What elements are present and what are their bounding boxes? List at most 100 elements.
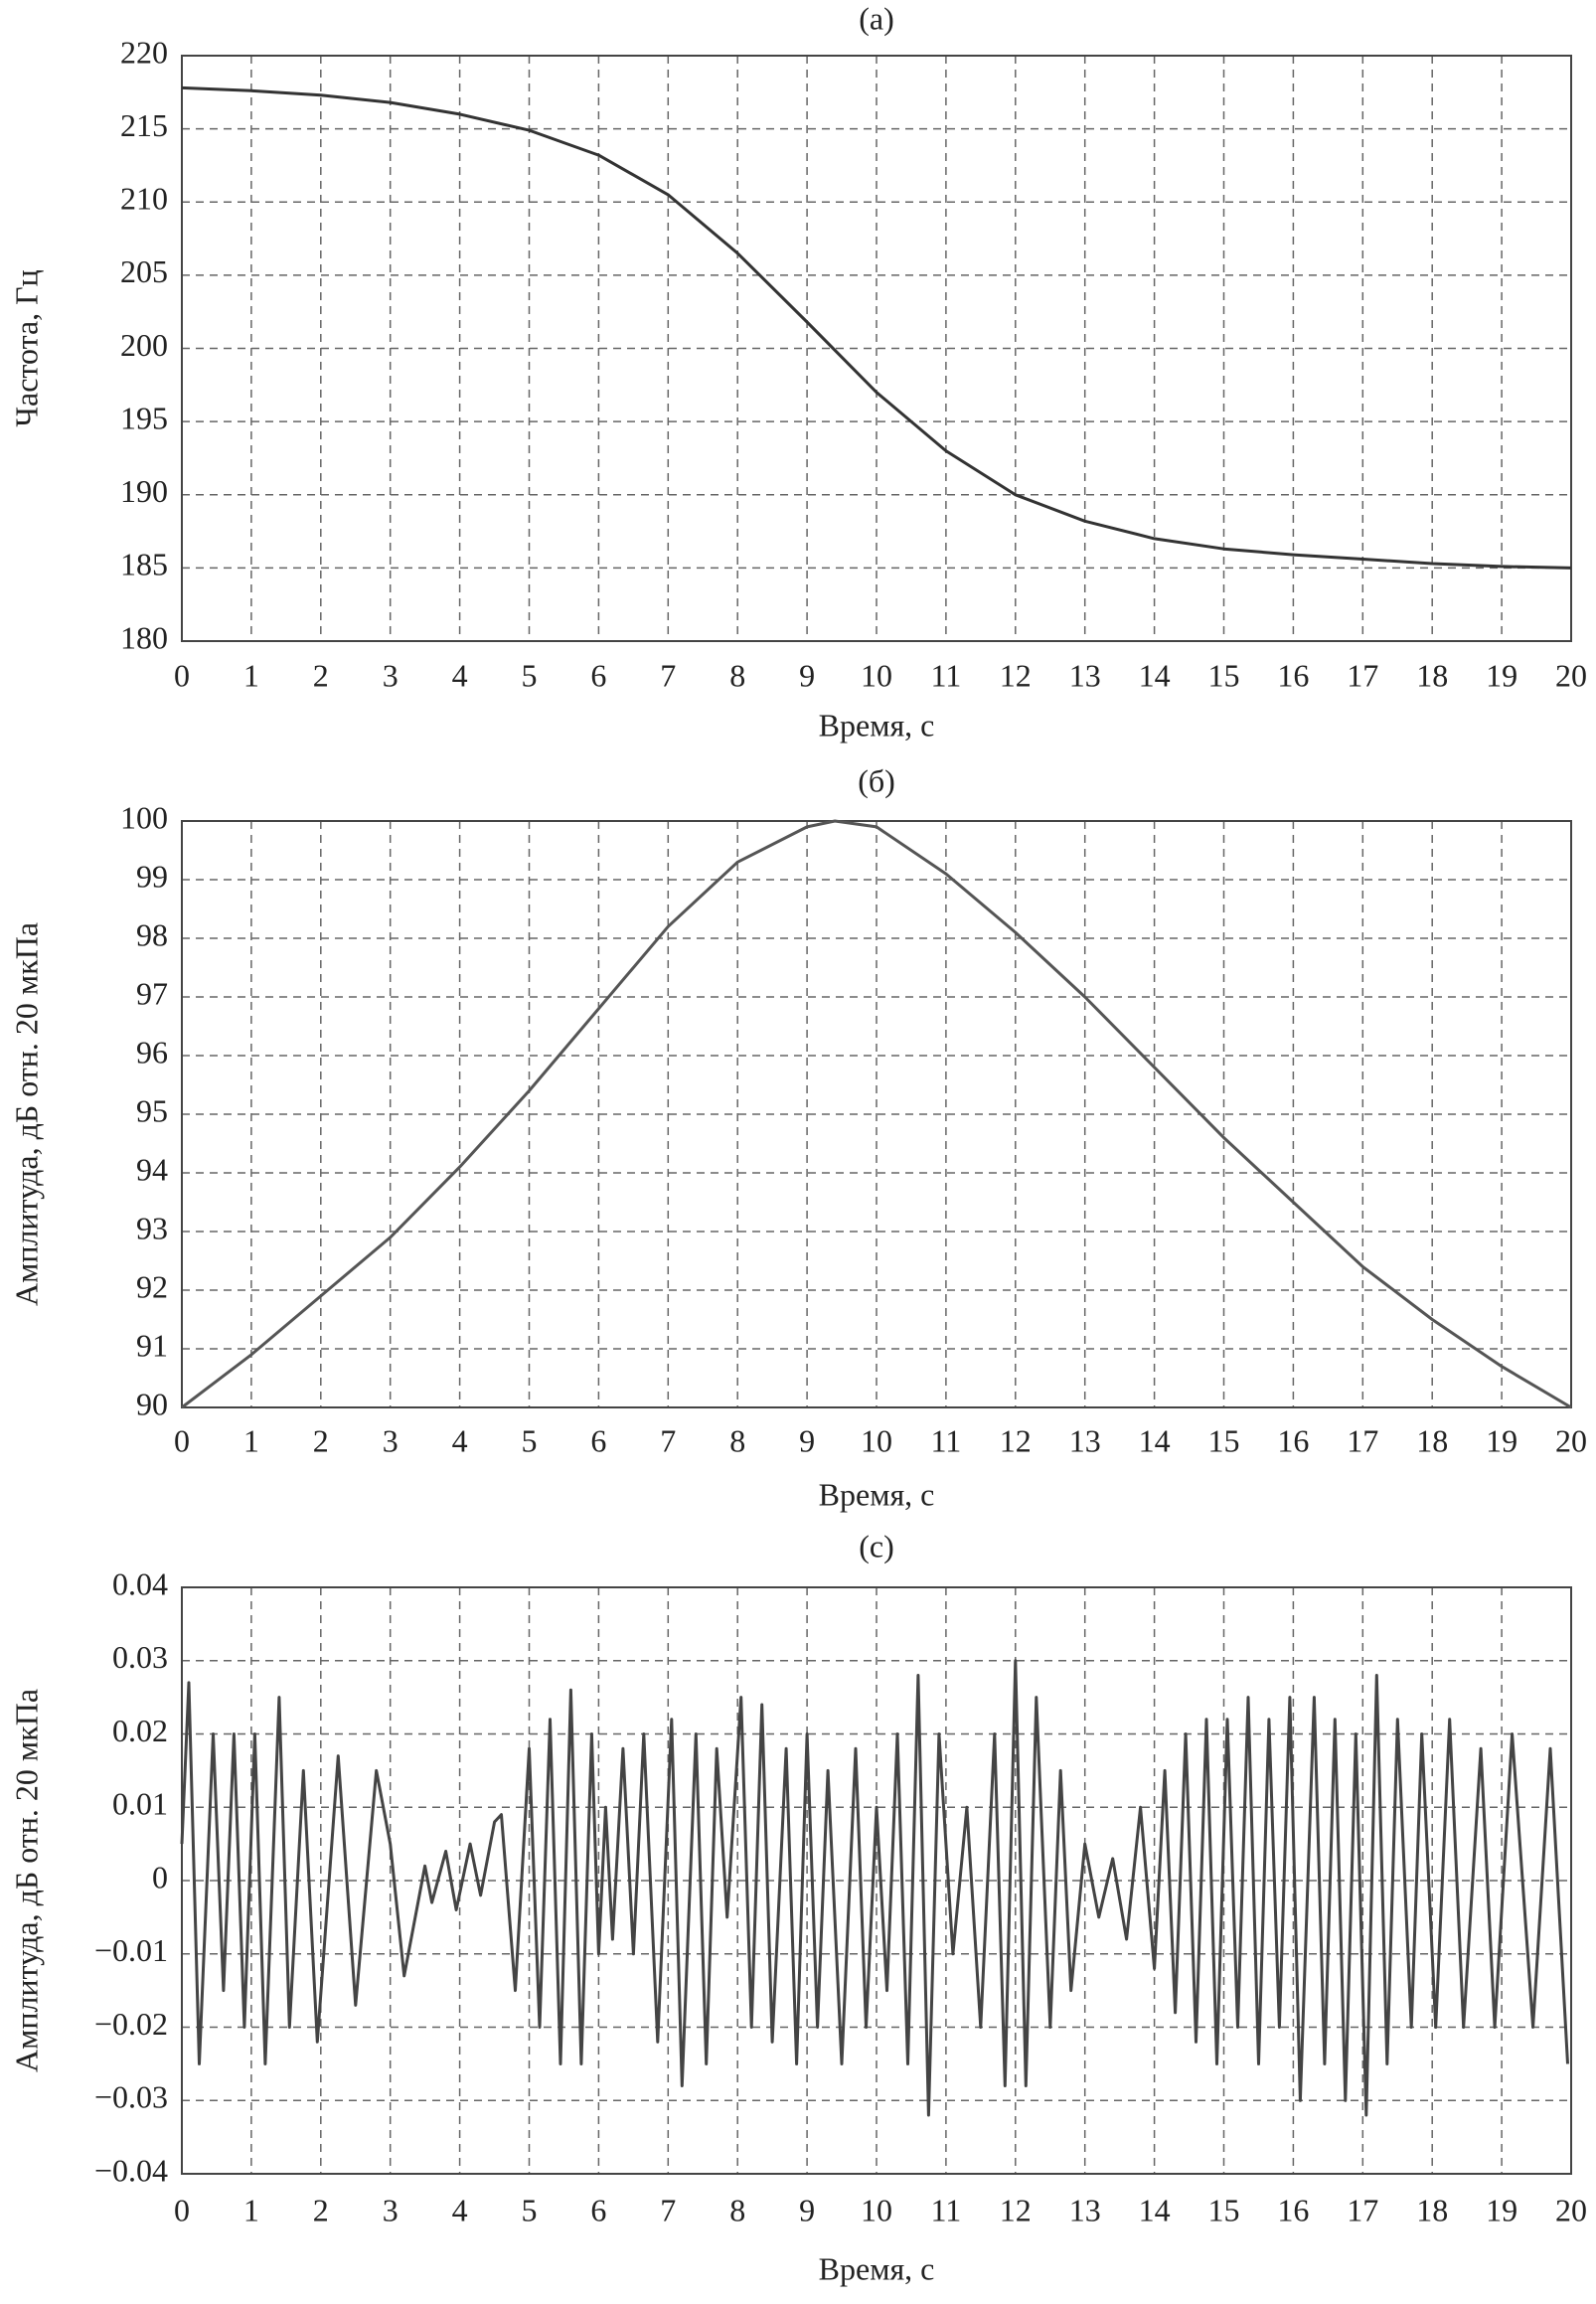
y-tick-label: 97 <box>136 975 168 1011</box>
y-tick-label: 99 <box>136 858 168 894</box>
y-tick-label: −0.02 <box>94 2006 168 2042</box>
y-axis-label: Амплитуда, дБ отн. 20 мкПа <box>8 922 44 1306</box>
y-tick-label: 185 <box>120 547 168 582</box>
x-tick-label: 1 <box>243 1422 259 1458</box>
x-tick-label: 11 <box>930 1422 961 1458</box>
plot-frame <box>181 1586 1572 2175</box>
x-tick-label: 8 <box>729 1422 745 1458</box>
x-tick-label: 5 <box>522 1422 538 1458</box>
x-tick-label: 8 <box>729 2192 745 2227</box>
y-tick-label: 0 <box>152 1859 168 1894</box>
y-tick-label: 0.01 <box>112 1786 168 1822</box>
data-line <box>181 819 1572 1409</box>
x-axis-label: Время, с <box>819 707 935 742</box>
x-tick-label: 12 <box>1000 1422 1032 1458</box>
x-tick-label: 16 <box>1277 657 1309 693</box>
x-tick-label: 19 <box>1486 2192 1517 2227</box>
x-tick-label: 7 <box>660 2192 676 2227</box>
x-tick-label: 17 <box>1347 2192 1378 2227</box>
x-tick-label: 1 <box>243 657 259 693</box>
x-tick-label: 15 <box>1208 2192 1240 2227</box>
x-tick-label: 9 <box>799 2192 815 2227</box>
y-tick-label: 200 <box>120 327 168 363</box>
x-tick-label: 9 <box>799 657 815 693</box>
x-tick-label: 15 <box>1208 657 1240 693</box>
x-tick-label: 10 <box>861 1422 892 1458</box>
y-tick-label: −0.03 <box>94 2079 168 2115</box>
x-tick-label: 10 <box>861 657 892 693</box>
x-tick-label: 16 <box>1277 1422 1309 1458</box>
x-tick-label: 15 <box>1208 1422 1240 1458</box>
x-axis-label: Время, с <box>819 2250 935 2286</box>
x-tick-label: 3 <box>383 657 399 693</box>
x-tick-label: 0 <box>174 1422 190 1458</box>
x-tick-label: 7 <box>660 1422 676 1458</box>
y-tick-label: 210 <box>120 181 168 217</box>
x-tick-label: 17 <box>1347 1422 1378 1458</box>
x-tick-label: 3 <box>383 1422 399 1458</box>
y-tick-label: 91 <box>136 1327 168 1363</box>
x-tick-label: 3 <box>383 2192 399 2227</box>
y-tick-label: 195 <box>120 400 168 435</box>
x-tick-label: 11 <box>930 657 961 693</box>
plot-frame <box>181 55 1572 642</box>
x-tick-label: 20 <box>1555 2192 1587 2227</box>
x-tick-label: 20 <box>1555 1422 1587 1458</box>
x-tick-label: 13 <box>1069 2192 1101 2227</box>
x-tick-label: 11 <box>930 2192 961 2227</box>
x-tick-label: 12 <box>1000 657 1032 693</box>
y-tick-label: 95 <box>136 1092 168 1128</box>
x-tick-label: 1 <box>243 2192 259 2227</box>
x-tick-label: 7 <box>660 657 676 693</box>
x-tick-label: 2 <box>313 1422 329 1458</box>
x-tick-label: 6 <box>590 1422 606 1458</box>
y-tick-label: 190 <box>120 473 168 509</box>
x-tick-label: 9 <box>799 1422 815 1458</box>
plot-frame <box>181 820 1572 1408</box>
x-tick-label: 2 <box>313 2192 329 2227</box>
y-tick-label: 180 <box>120 619 168 655</box>
y-tick-label: 100 <box>120 799 168 835</box>
y-tick-label: 90 <box>136 1386 168 1421</box>
y-tick-label: 0.03 <box>112 1639 168 1675</box>
y-tick-label: 215 <box>120 107 168 143</box>
y-tick-label: 94 <box>136 1151 168 1187</box>
x-tick-label: 4 <box>452 657 468 693</box>
x-tick-label: 14 <box>1139 657 1171 693</box>
x-tick-label: 10 <box>861 2192 892 2227</box>
data-line <box>180 1659 1569 2117</box>
y-tick-label: −0.04 <box>94 2152 168 2188</box>
x-tick-label: 6 <box>590 657 606 693</box>
chart-title: (б) <box>858 762 895 798</box>
y-axis-label: Частота, Гц <box>8 269 44 427</box>
x-tick-label: 19 <box>1486 1422 1517 1458</box>
x-tick-label: 12 <box>1000 2192 1032 2227</box>
x-axis-label: Время, с <box>819 1476 935 1512</box>
x-tick-label: 2 <box>313 657 329 693</box>
y-tick-label: 0.04 <box>112 1565 168 1601</box>
x-tick-label: 18 <box>1416 1422 1448 1458</box>
x-tick-label: 19 <box>1486 657 1517 693</box>
y-tick-label: 92 <box>136 1268 168 1304</box>
x-tick-label: 20 <box>1555 657 1587 693</box>
x-tick-label: 14 <box>1139 1422 1171 1458</box>
data-line <box>181 85 1572 570</box>
x-tick-label: 13 <box>1069 1422 1101 1458</box>
x-tick-label: 18 <box>1416 2192 1448 2227</box>
y-tick-label: 220 <box>120 34 168 70</box>
y-tick-label: 0.02 <box>112 1713 168 1748</box>
y-tick-label: 93 <box>136 1210 168 1245</box>
x-tick-label: 5 <box>522 657 538 693</box>
y-tick-label: 98 <box>136 916 168 952</box>
x-tick-label: 18 <box>1416 657 1448 693</box>
y-tick-label: 205 <box>120 253 168 289</box>
x-tick-label: 16 <box>1277 2192 1309 2227</box>
x-tick-label: 13 <box>1069 657 1101 693</box>
y-tick-label: −0.01 <box>94 1932 168 1968</box>
x-tick-label: 4 <box>452 1422 468 1458</box>
x-tick-label: 8 <box>729 657 745 693</box>
x-tick-label: 5 <box>522 2192 538 2227</box>
x-tick-label: 17 <box>1347 657 1378 693</box>
chart-title: (a) <box>859 0 894 36</box>
